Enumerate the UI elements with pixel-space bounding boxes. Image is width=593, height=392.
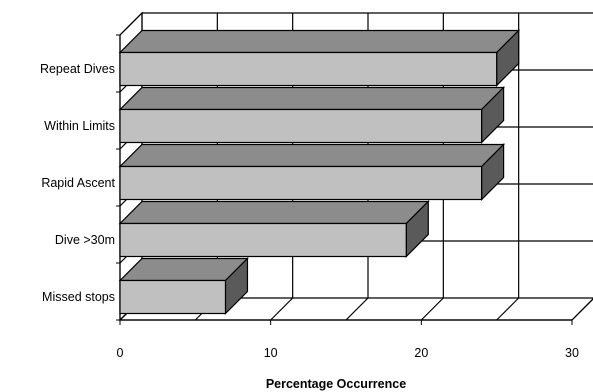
- bar: [119, 222, 407, 258]
- x-tick-label: 30: [565, 346, 579, 360]
- x-tick-label: 20: [414, 346, 428, 360]
- x-gridline-floor: [420, 297, 444, 321]
- bar: [119, 279, 227, 315]
- x-gridline-floor: [270, 297, 294, 321]
- y-category-label: Dive >30m: [55, 233, 115, 247]
- x-axis-title: Percentage Occurrence: [266, 377, 406, 391]
- x-tick-label: 0: [117, 346, 124, 360]
- bar: [119, 51, 498, 87]
- y-category-label: Repeat Dives: [40, 62, 115, 76]
- x-tick-label: 10: [264, 346, 278, 360]
- bar-top-face: [118, 200, 430, 225]
- x-gridline-floor: [571, 298, 593, 321]
- bar: [119, 165, 483, 201]
- x-gridline-floor: [345, 297, 369, 321]
- x-gridline-floor: [496, 297, 520, 321]
- bar-top-face: [118, 143, 506, 168]
- bar-top-face: [118, 29, 521, 54]
- bar-top-face: [118, 86, 506, 111]
- y-category-label: Within Limits: [44, 119, 115, 133]
- left-wall-divider: [119, 12, 143, 36]
- bar: [119, 108, 483, 144]
- y-category-label: Rapid Ascent: [41, 176, 115, 190]
- y-category-label: Missed stops: [42, 290, 115, 304]
